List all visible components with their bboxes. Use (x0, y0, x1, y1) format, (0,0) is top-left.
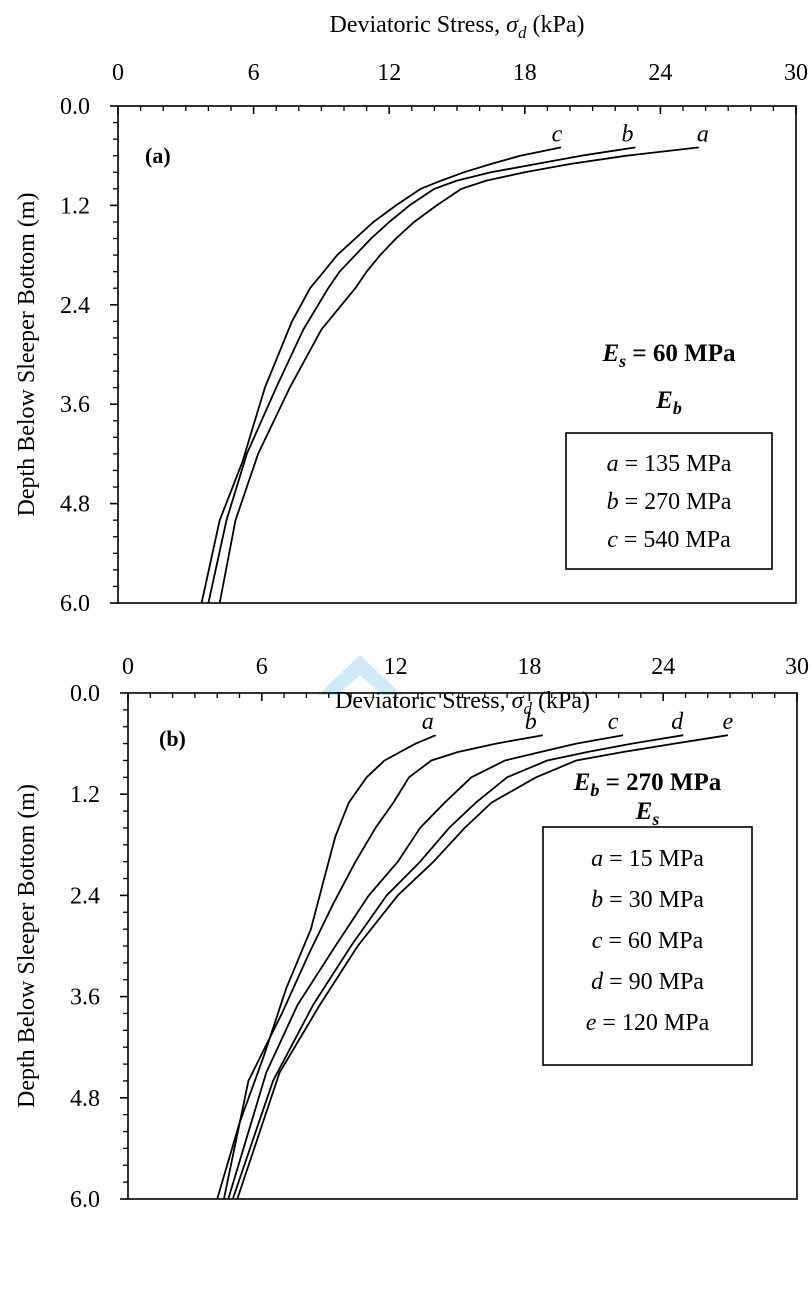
legend-item: b = 270 MPa (607, 489, 732, 515)
x-tick-label: 18 (517, 654, 541, 680)
series-line-e (236, 734, 729, 1200)
x-axis-title: Deviatoric Stress, σd (kPa) (330, 12, 585, 42)
panel-label: (b) (159, 726, 186, 751)
series-label-b: b (525, 709, 537, 735)
y-axis-title: Depth Below Sleeper Bottom (m) (14, 193, 40, 517)
legend-title: Es = 60 MPa (601, 340, 736, 371)
x-tick-label: 30 (784, 60, 808, 86)
x-tick-label: 0 (112, 60, 124, 86)
chart-panel-b: 0 6 12 18 24 30 0.0 1.2 2.4 3.6 4.8 6.0 Deviatoric S… (14, 654, 809, 1213)
x-tick-label: 0 (122, 654, 134, 680)
y-tick-label: 0.0 (70, 681, 100, 707)
legend-item: c = 60 MPa (592, 928, 704, 954)
legend-item: d = 90 MPa (591, 969, 704, 995)
y-tick-label: 0.0 (60, 94, 90, 120)
series-line-b (223, 734, 543, 1200)
y-tick-label: 3.6 (60, 392, 90, 418)
x-tick-label: 12 (377, 60, 401, 86)
x-tick-label: 30 (785, 654, 809, 680)
legend-title: Eb = 270 MPa (573, 769, 722, 800)
legend-box (542, 826, 753, 1066)
legend-item: a = 135 MPa (607, 451, 732, 477)
series-line-b (207, 146, 636, 604)
y-tick-label: 6.0 (60, 591, 90, 617)
series-label-a: a (697, 121, 709, 147)
x-tick-label: 24 (648, 60, 672, 86)
x-tick-label: 6 (256, 654, 268, 680)
decorative-chevron (318, 655, 402, 695)
series-line-c (200, 146, 562, 604)
chart-panel-a: 0 6 12 18 24 30 0.0 1.2 2.4 3.6 4.8 6.0 Deviatoric S… (14, 12, 808, 617)
y-tick-label: 4.8 (60, 492, 90, 518)
series-line-c (227, 734, 624, 1200)
legend-subtitle: Eb (655, 387, 682, 418)
series-line-d (231, 734, 684, 1200)
x-axis-title: Deviatoric Stress, σd (kPa) (335, 688, 590, 718)
legend-subtitle: Es (635, 798, 660, 829)
y-tick-label: 2.4 (60, 293, 90, 319)
series-label-c: c (608, 709, 619, 735)
series-label-e: e (723, 709, 734, 735)
legend-item: c = 540 MPa (607, 527, 731, 553)
y-tick-label: 2.4 (70, 883, 100, 909)
x-tick-label: 24 (651, 654, 675, 680)
legend-item: e = 120 MPa (586, 1010, 710, 1036)
x-tick-label: 18 (513, 60, 537, 86)
series-line-a (216, 734, 437, 1200)
panel-label: (a) (145, 143, 171, 168)
y-tick-label: 1.2 (70, 782, 100, 808)
series-label-b: b (622, 121, 634, 147)
legend-item: a = 15 MPa (591, 846, 704, 872)
y-tick-label: 1.2 (60, 193, 90, 219)
y-tick-label: 4.8 (70, 1086, 100, 1112)
legend-item: b = 30 MPa (591, 887, 704, 913)
y-tick-label: 6.0 (70, 1187, 100, 1213)
series-label-c: c (552, 121, 563, 147)
legend-box (565, 432, 773, 570)
series-label-a: a (422, 709, 434, 735)
series-line-a (218, 146, 699, 604)
x-tick-label: 6 (248, 60, 260, 86)
y-axis-title: Depth Below Sleeper Bottom (m) (14, 784, 40, 1108)
x-tick-label: 12 (384, 654, 408, 680)
series-label-d: d (671, 709, 684, 735)
y-tick-label: 3.6 (70, 985, 100, 1011)
